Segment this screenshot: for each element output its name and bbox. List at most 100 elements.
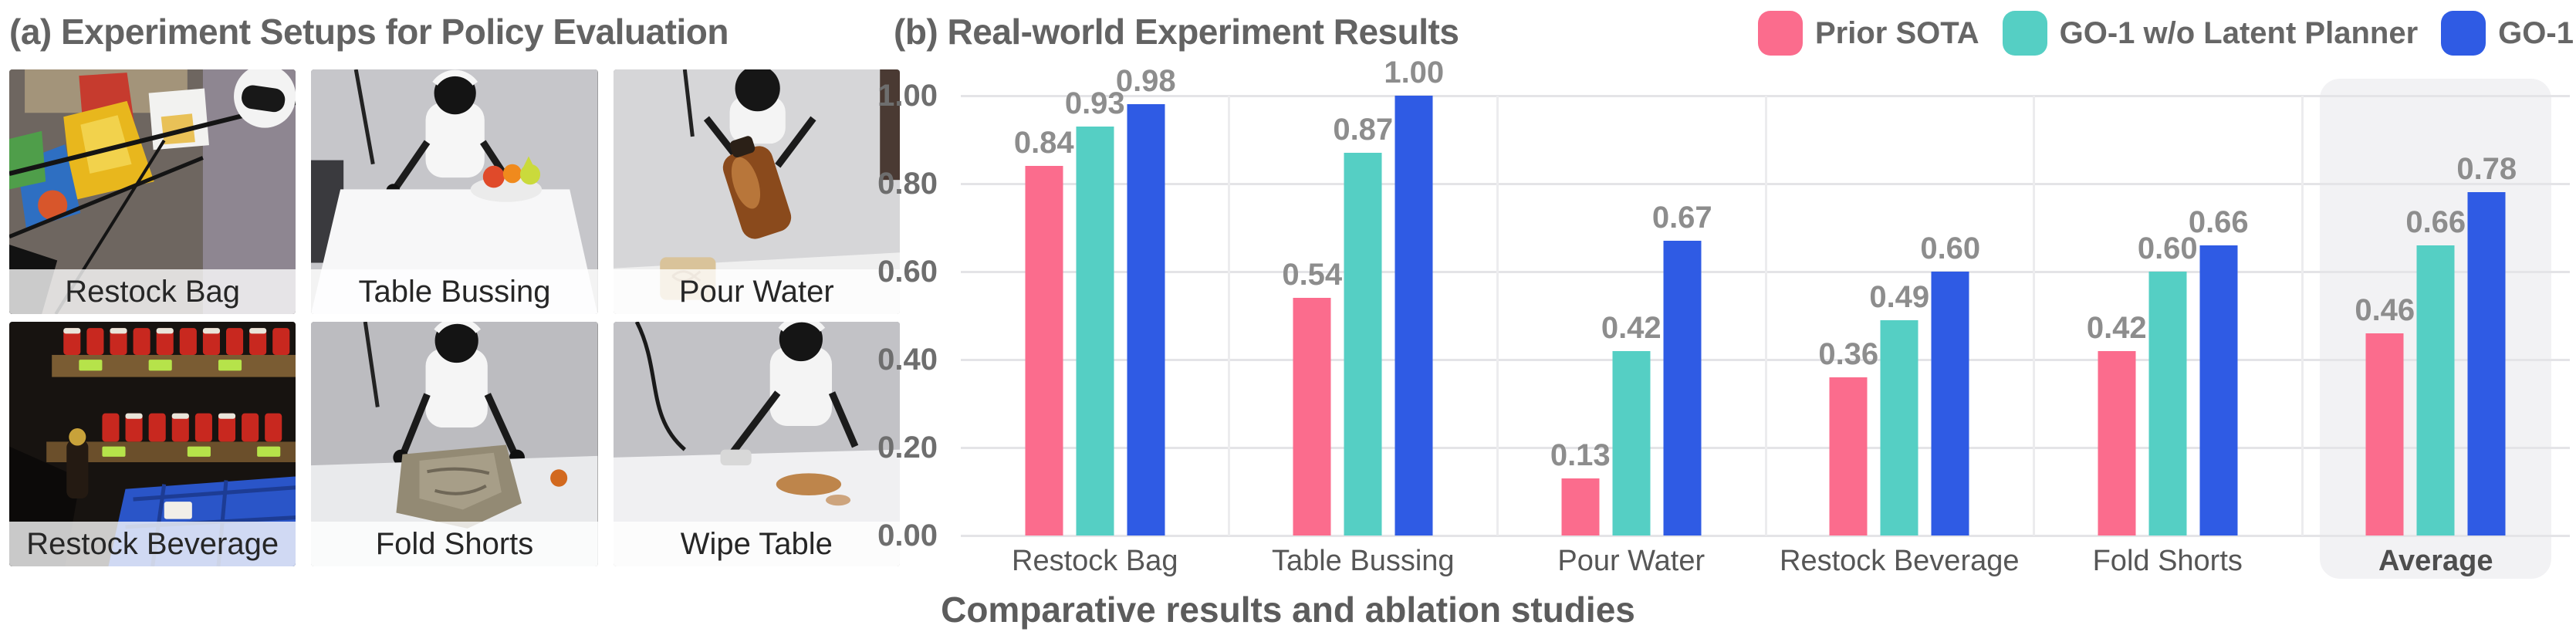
photo-table-bussing: Table Bussing xyxy=(311,69,598,314)
bar-value-label: 0.87 xyxy=(1333,113,1394,147)
bar-value-label: 0.42 xyxy=(1601,310,1662,345)
bar-value-label: 0.46 xyxy=(2355,292,2415,327)
y-tick-0.00: 0.00 xyxy=(877,519,938,552)
legend-label: Prior SOTA xyxy=(1815,16,1979,50)
photo-label-fold-shorts: Fold Shorts xyxy=(375,527,534,561)
photo-banner: Table Bussing xyxy=(311,269,598,314)
photo-label-restock-bag: Restock Bag xyxy=(65,275,241,309)
group-separator xyxy=(1228,96,1231,536)
x-category-label: Pour Water xyxy=(1557,545,1706,577)
bar-value-label: 0.98 xyxy=(1115,64,1176,99)
bar-groups: 0.84 0.93 0.98 Restock Bag 0.54 0.87 1.00 Table… xyxy=(961,57,2571,576)
bar-chart-plot-area: 0.84 0.93 0.98 Restock Bag 0.54 0.87 1.00 Table… xyxy=(961,57,2571,579)
y-tick-1.00: 1.00 xyxy=(877,79,938,113)
bar-value-label: 0.60 xyxy=(1920,231,1981,265)
bar-go-1-w/o-latent-planner: 0.42 xyxy=(1601,313,1662,536)
photo-label-wipe-table: Wipe Table xyxy=(680,527,833,561)
bar-prior-sota: 0.42 xyxy=(2087,313,2147,536)
bar-value-label: 0.36 xyxy=(1818,336,1879,371)
bar-value-label: 0.67 xyxy=(1651,201,1712,235)
bar-value-label: 0.54 xyxy=(1282,258,1343,292)
bars: 0.13 0.42 0.67 xyxy=(1550,202,1712,536)
y-axis-tick-labels: 1.00 0.80 0.60 0.40 0.20 0.00 xyxy=(772,80,938,551)
bar-value-label: 0.66 xyxy=(2405,204,2466,239)
legend-swatch-icon xyxy=(2441,11,2486,56)
bar-go-1-w/o-latent-planner: 0.93 xyxy=(1065,88,1125,536)
bar-prior-sota: 0.84 xyxy=(1014,127,1074,536)
gridline-y-0.00 xyxy=(961,535,2570,537)
legend-item-go-1: GO-1 xyxy=(2441,11,2574,56)
experiment-photo-grid: Restock Bag xyxy=(9,69,900,566)
bar-go-1-w/o-latent-planner: 0.60 xyxy=(2138,233,2198,536)
panel-a-title: (a) Experiment Setups for Policy Evaluat… xyxy=(9,12,729,52)
photo-banner: Restock Beverage xyxy=(9,522,296,566)
x-category-label: Restock Bag xyxy=(1012,545,1178,577)
bars: 0.46 0.66 0.78 xyxy=(2355,154,2517,536)
bar-value-label: 0.49 xyxy=(1869,279,1930,314)
bars: 0.84 0.93 0.98 xyxy=(1014,66,1176,536)
chart-legend: Prior SOTA GO-1 w/o Latent Planner GO-1 xyxy=(1758,11,2574,56)
group-separator xyxy=(1496,96,1499,536)
photo-wipe-table: Wipe Table xyxy=(613,322,900,566)
bar-group-table-bussing: 0.54 0.87 1.00 Table Bussing xyxy=(1229,57,1498,576)
bar-value-label: 0.42 xyxy=(2086,310,2147,345)
y-tick-0.40: 0.40 xyxy=(877,343,938,377)
bar-go-1-w/o-latent-planner: 0.49 xyxy=(1869,282,1929,536)
bar-prior-sota: 0.13 xyxy=(1550,440,1611,536)
legend-item-prior-sota: Prior SOTA xyxy=(1758,11,1979,56)
y-tick-0.20: 0.20 xyxy=(877,431,938,465)
bars: 0.42 0.60 0.66 xyxy=(2087,207,2249,536)
bar-value-label: 0.60 xyxy=(2137,231,2198,265)
bar-value-label: 0.84 xyxy=(1013,126,1074,160)
bar-go-1: 0.60 xyxy=(1920,233,1980,536)
photo-banner: Restock Bag xyxy=(9,269,296,314)
bar-go-1: 1.00 xyxy=(1384,57,1444,536)
bar-prior-sota: 0.54 xyxy=(1282,259,1342,536)
photo-banner: Pour Water xyxy=(613,269,900,314)
group-separator xyxy=(2032,96,2035,536)
bar-group-pour-water: 0.13 0.42 0.67 Pour Water xyxy=(1497,96,1766,576)
photo-restock-bag: Restock Bag xyxy=(9,69,296,314)
x-category-label: Fold Shorts xyxy=(2092,545,2243,577)
photo-restock-beverage: Restock Beverage xyxy=(9,322,296,566)
y-tick-0.60: 0.60 xyxy=(877,255,938,289)
legend-swatch-icon xyxy=(2002,11,2047,56)
bar-value-label: 0.66 xyxy=(2188,204,2249,239)
group-separator xyxy=(1764,96,1767,536)
bar-group-restock-beverage: 0.36 0.49 0.60 Restock Beverage xyxy=(1766,96,2034,576)
photo-banner: Wipe Table xyxy=(613,522,900,566)
bar-value-label: 0.78 xyxy=(2456,152,2517,187)
photo-pour-water: Pour Water xyxy=(613,69,900,314)
bars: 0.36 0.49 0.60 xyxy=(1818,233,1980,536)
y-tick-0.80: 0.80 xyxy=(877,167,938,201)
bar-value-label: 0.13 xyxy=(1550,438,1611,472)
bars: 0.54 0.87 1.00 xyxy=(1282,57,1444,536)
bar-group-average: 0.46 0.66 0.78 Average xyxy=(2302,96,2571,576)
photo-label-restock-beverage: Restock Beverage xyxy=(26,527,279,561)
bar-group-restock-bag: 0.84 0.93 0.98 Restock Bag xyxy=(961,66,1229,576)
photo-fold-shorts: Fold Shorts xyxy=(311,322,598,566)
x-category-label: Average xyxy=(2378,545,2493,577)
figure-caption: Comparative results and ablation studies xyxy=(941,590,1635,630)
bar-go-1: 0.67 xyxy=(1652,202,1712,536)
x-category-label: Restock Beverage xyxy=(1780,545,2020,577)
x-category-label: Table Bussing xyxy=(1271,545,1455,577)
bar-group-fold-shorts: 0.42 0.60 0.66 Fold Shorts xyxy=(2033,96,2302,576)
bar-go-1: 0.98 xyxy=(1116,66,1176,536)
restock-bag-scene-art xyxy=(9,69,296,314)
bar-prior-sota: 0.36 xyxy=(1818,339,1878,536)
bar-go-1: 0.66 xyxy=(2189,207,2249,536)
legend-label: GO-1 w/o Latent Planner xyxy=(2059,16,2419,50)
bar-value-label: 0.93 xyxy=(1064,86,1125,120)
panel-b-title: (b) Real-world Experiment Results xyxy=(894,12,1459,52)
photo-label-table-bussing: Table Bussing xyxy=(358,275,551,309)
legend-item-go-1-w/o-latent-planner: GO-1 w/o Latent Planner xyxy=(2002,11,2419,56)
photo-label-pour-water: Pour Water xyxy=(678,275,834,309)
bar-prior-sota: 0.46 xyxy=(2355,295,2415,536)
photo-banner: Fold Shorts xyxy=(311,522,598,566)
bar-go-1: 0.78 xyxy=(2456,154,2517,536)
legend-swatch-icon xyxy=(1758,11,1803,56)
bar-value-label: 1.00 xyxy=(1384,56,1445,90)
bar-go-1-w/o-latent-planner: 0.66 xyxy=(2405,207,2466,536)
